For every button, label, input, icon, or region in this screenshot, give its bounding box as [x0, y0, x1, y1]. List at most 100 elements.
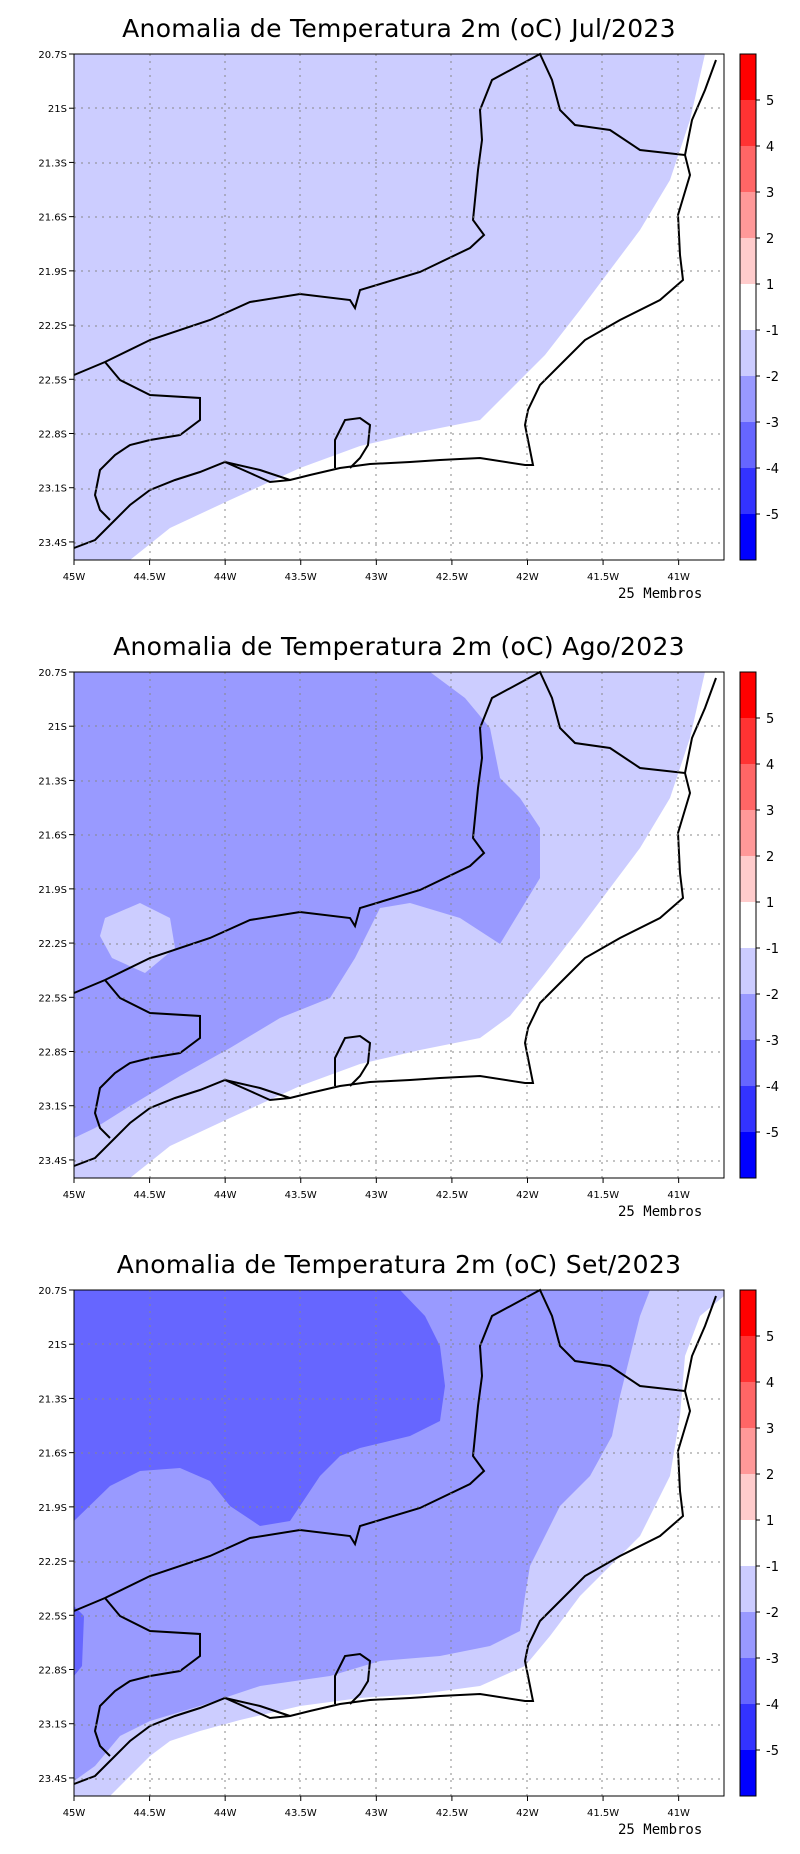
colorbar-label: -2: [766, 988, 779, 1003]
y-tick-label: 23.4S: [38, 1156, 67, 1167]
colorbar-segment: [740, 1336, 756, 1382]
colorbar-frame: [739, 1289, 757, 1797]
colorbar-label: -1: [766, 942, 779, 957]
y-tick-label: 23.1S: [38, 484, 67, 495]
y-tick-label: 22.5S: [38, 375, 67, 386]
colorbar-segment: [740, 146, 756, 192]
y-tick-label: 21.9S: [38, 1503, 67, 1514]
colorbar-label: -5: [766, 508, 779, 523]
members-label: 25 Membros: [618, 586, 703, 602]
colorbar-segment: [740, 672, 756, 718]
grid-lines: [74, 54, 724, 560]
colorbar-label: -3: [766, 416, 779, 431]
colorbar-label: 1: [766, 278, 774, 293]
y-tick-label: 22.2S: [38, 939, 67, 950]
x-tick-label: 43W: [365, 1808, 388, 1819]
grid-lines: [74, 672, 724, 1178]
colorbar-segment: [740, 1520, 756, 1566]
y-tick-label: 23.4S: [38, 538, 67, 549]
colorbar-label: -2: [766, 370, 779, 385]
members-label: 25 Membros: [618, 1822, 703, 1838]
x-tick-label: 44W: [214, 1190, 237, 1201]
colorbar-segment: [740, 1290, 756, 1336]
colorbar-segment: [740, 422, 756, 468]
y-tick-label: 22.2S: [38, 321, 67, 332]
colorbar-label: 4: [766, 758, 774, 773]
colorbar-segment: [740, 192, 756, 238]
colorbar-segment: [740, 1658, 756, 1704]
colorbar-segment: [740, 1428, 756, 1474]
x-tick-label: 44.5W: [134, 1808, 166, 1819]
colorbar-label: -4: [766, 462, 779, 477]
y-tick-label: 22.8S: [38, 1666, 67, 1677]
x-axis: 45W 44.5W 44W 43.5W 43W 42.5W 42W 41.5W 41W: [63, 1796, 690, 1819]
x-tick-label: 44W: [214, 1808, 237, 1819]
colorbar-segment: [740, 1612, 756, 1658]
colorbar-segment: [740, 764, 756, 810]
x-tick-label: 42W: [516, 1190, 539, 1201]
x-tick-label: 42.5W: [436, 1190, 468, 1201]
x-tick-label: 44W: [214, 572, 237, 583]
colorbar-segment: [740, 810, 756, 856]
colorbar-label: 2: [766, 850, 774, 865]
anomaly-region-minus3-minus4: [74, 1290, 445, 1526]
x-tick-label: 41.5W: [587, 1808, 619, 1819]
colorbar-label: 3: [766, 186, 774, 201]
chart-title: Anomalia de Temperatura 2m (oC) Set/2023: [116, 1250, 682, 1279]
colorbar-label: -1: [766, 324, 779, 339]
y-tick-label: 23.1S: [38, 1720, 67, 1731]
colorbar-label: 3: [766, 804, 774, 819]
x-tick-label: 43.5W: [285, 1190, 317, 1201]
plot-frame: [73, 671, 725, 1179]
colorbar-segment: [740, 1704, 756, 1750]
y-tick-label: 20.7S: [38, 668, 67, 679]
colorbar-label: -5: [766, 1744, 779, 1759]
x-tick-label: 43.5W: [285, 1808, 317, 1819]
anomaly-region-minus3-minus4-edge: [74, 1606, 84, 1676]
y-axis: 20.7S 21S 21.3S 21.6S 21.9S 22.2S 22.5S 22.8S 23…: [38, 50, 74, 549]
colorbar-frame: [739, 671, 757, 1179]
colorbar-label: -3: [766, 1652, 779, 1667]
x-tick-label: 43.5W: [285, 572, 317, 583]
colorbar-segment: [740, 1040, 756, 1086]
x-tick-label: 42.5W: [436, 572, 468, 583]
colorbar-segment: [740, 330, 756, 376]
x-tick-label: 41W: [667, 572, 690, 583]
x-tick-label: 45W: [63, 572, 86, 583]
y-tick-label: 21.6S: [38, 1449, 67, 1460]
colorbar-label: 5: [766, 1330, 774, 1345]
y-tick-label: 23.1S: [38, 1102, 67, 1113]
members-label: 25 Membros: [618, 1204, 703, 1220]
colorbar-segment: [740, 718, 756, 764]
grid-lines: [74, 1290, 724, 1796]
colorbar-segment: [740, 1382, 756, 1428]
plot-frame: [73, 53, 725, 561]
colorbar-label: 4: [766, 1376, 774, 1391]
x-tick-label: 41W: [667, 1190, 690, 1201]
colorbar-segment: [740, 994, 756, 1040]
y-tick-label: 21.9S: [38, 267, 67, 278]
colorbar-segment: [740, 1132, 756, 1178]
y-tick-label: 21.3S: [38, 1394, 67, 1405]
y-axis: 20.7S 21S 21.3S 21.6S 21.9S 22.2S 22.5S 22.8S 23…: [38, 668, 74, 1167]
colorbar-segment: [740, 238, 756, 284]
colorbar-label: -4: [766, 1080, 779, 1095]
anomaly-region-minus2-minus3: [74, 672, 540, 1138]
x-tick-label: 45W: [63, 1808, 86, 1819]
x-tick-label: 41.5W: [587, 572, 619, 583]
y-tick-label: 20.7S: [38, 50, 67, 61]
colorbar-label: 2: [766, 232, 774, 247]
colorbar-label: -5: [766, 1126, 779, 1141]
panel-ago: Anomalia de Temperatura 2m (oC) Ago/2023: [0, 618, 800, 1236]
y-tick-label: 21.3S: [38, 158, 67, 169]
anomaly-region-minus1-minus2: [74, 54, 705, 560]
y-tick-label: 22.5S: [38, 993, 67, 1004]
colorbar-segment: [740, 856, 756, 902]
chart-title: Anomalia de Temperatura 2m (oC) Jul/2023: [122, 14, 676, 43]
colorbar-segment: [740, 54, 756, 100]
colorbar: 5 4 3 2 1 -1 -2 -3 -4 -5: [739, 1289, 779, 1797]
colorbar-label: 2: [766, 1468, 774, 1483]
map-plot: 45W 44.5W 44W 43.5W 43W 42.5W 42W 41.5W 41W 20.7…: [38, 1286, 779, 1819]
y-tick-label: 21.3S: [38, 776, 67, 787]
colorbar: 5 4 3 2 1 -1 -2 -3 -4 -5: [739, 53, 779, 561]
